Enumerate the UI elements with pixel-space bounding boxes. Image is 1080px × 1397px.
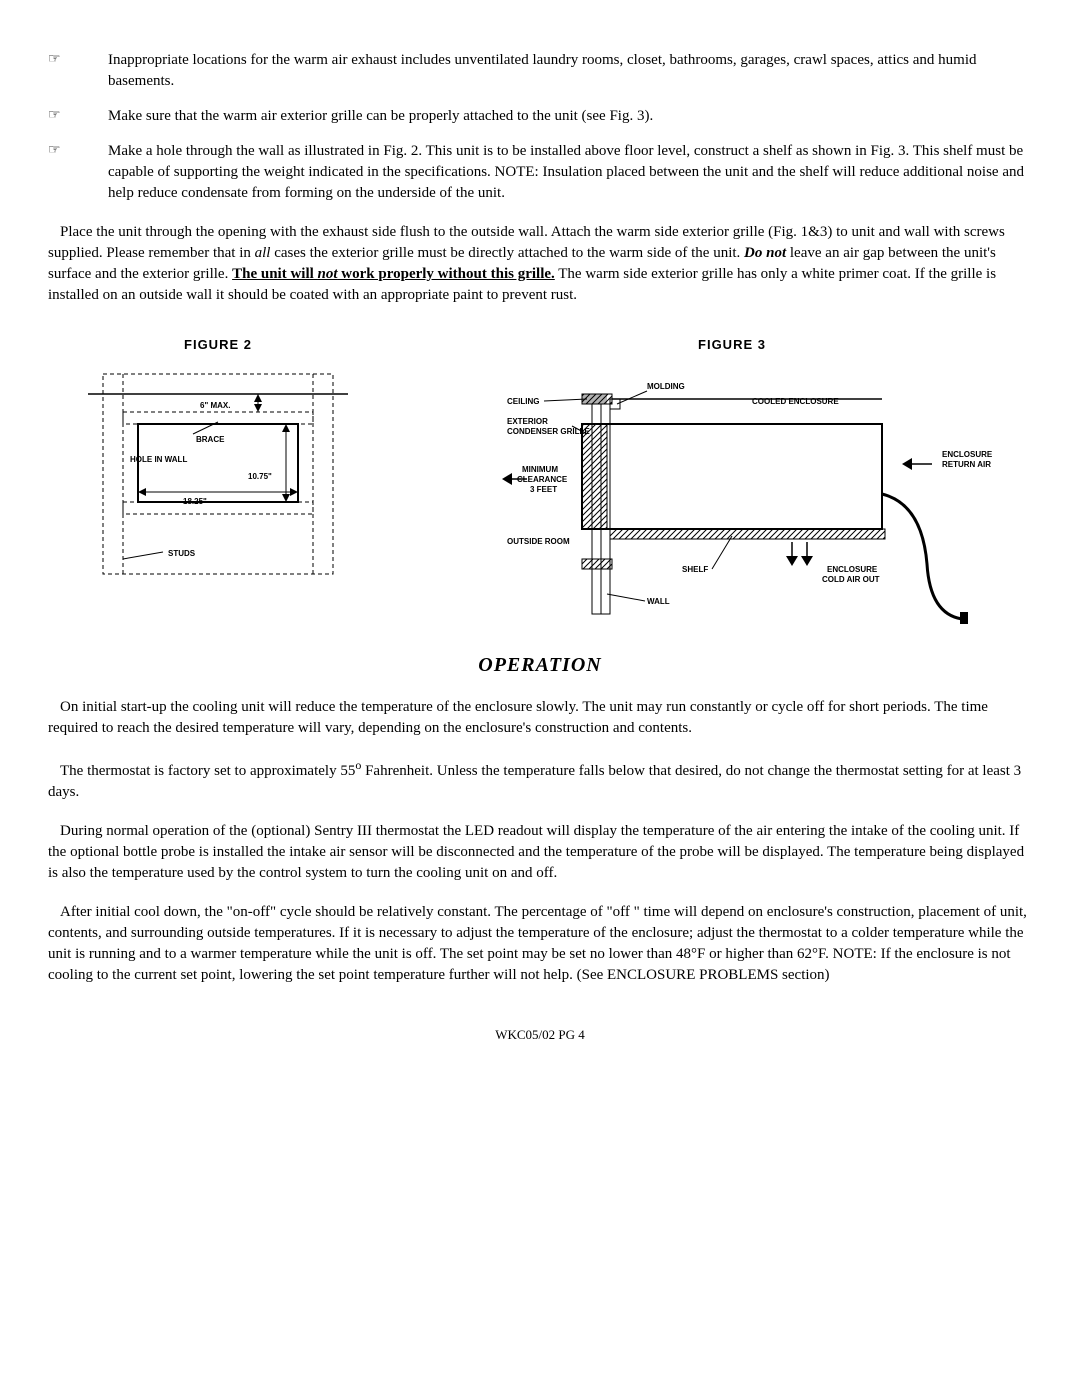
- figure-3-svg: CEILING MOLDING COOLED ENCLOSURE EXTERIO…: [452, 364, 1012, 624]
- label-cold1: ENCLOSURE: [827, 565, 878, 574]
- page-footer: WKC05/02 PG 4: [48, 1026, 1032, 1044]
- label-height: 10.75": [248, 472, 272, 481]
- label-cold2: COLD AIR OUT: [822, 575, 880, 584]
- label-cooled: COOLED ENCLOSURE: [752, 397, 839, 406]
- figure-3-title: FIGURE 3: [452, 336, 1012, 354]
- figure-2: FIGURE 2 6" MAX. BRACE HOLE IN WALL: [68, 336, 368, 631]
- label-return2: RETURN AIR: [942, 460, 991, 469]
- figures-row: FIGURE 2 6" MAX. BRACE HOLE IN WALL: [48, 336, 1032, 631]
- bullet-text: Inappropriate locations for the warm air…: [108, 50, 1032, 92]
- hand-icon: ☞: [48, 50, 108, 92]
- label-return1: ENCLOSURE: [942, 450, 993, 459]
- paragraph-op1: On initial start-up the cooling unit wil…: [48, 697, 1032, 739]
- label-min2: CLEARANCE: [517, 475, 568, 484]
- label-molding: MOLDING: [647, 382, 685, 391]
- figure-3: FIGURE 3: [452, 336, 1012, 631]
- label-outside: OUTSIDE ROOM: [507, 537, 570, 546]
- text-bolditalic: Do not: [744, 245, 786, 261]
- label-hole: HOLE IN WALL: [130, 455, 187, 464]
- text-italic: all: [255, 245, 271, 261]
- paragraph-op2: The thermostat is factory set to approxi…: [48, 757, 1032, 803]
- hand-icon: ☞: [48, 106, 108, 127]
- section-title-operation: OPERATION: [48, 651, 1032, 679]
- hand-icon: ☞: [48, 141, 108, 204]
- bullet-text: Make a hole through the wall as illustra…: [108, 141, 1032, 204]
- label-brace: BRACE: [196, 435, 225, 444]
- text-underline-italic: not: [318, 266, 338, 282]
- text: The thermostat is factory set to approxi…: [60, 763, 355, 779]
- label-width: 18.25": [183, 497, 207, 506]
- label-ext2: CONDENSER GRILLE: [507, 427, 590, 436]
- figure-2-svg: 6" MAX. BRACE HOLE IN WALL 10.75" 18.25"…: [68, 364, 368, 584]
- paragraph-install: Place the unit through the opening with …: [48, 222, 1032, 306]
- label-shelf: SHELF: [682, 565, 708, 574]
- label-ceiling: CEILING: [507, 397, 539, 406]
- paragraph-op3: During normal operation of the (optional…: [48, 821, 1032, 884]
- label-ext1: EXTERIOR: [507, 417, 548, 426]
- label-min1: MINIMUM: [522, 465, 558, 474]
- bullet-text: Make sure that the warm air exterior gri…: [108, 106, 1032, 127]
- text: cases the exterior grille must be direct…: [270, 245, 744, 261]
- figure-2-title: FIGURE 2: [68, 336, 368, 354]
- bullet-list: ☞ Inappropriate locations for the warm a…: [48, 50, 1032, 204]
- label-studs: STUDS: [168, 549, 196, 558]
- text-underline: work properly without this grille.: [338, 266, 555, 282]
- paragraph-op4: After initial cool down, the "on-off" cy…: [48, 902, 1032, 986]
- label-6max: 6" MAX.: [200, 401, 230, 410]
- label-wall: WALL: [647, 597, 670, 606]
- text-underline: The unit will: [232, 266, 317, 282]
- label-min3: 3 FEET: [530, 485, 557, 494]
